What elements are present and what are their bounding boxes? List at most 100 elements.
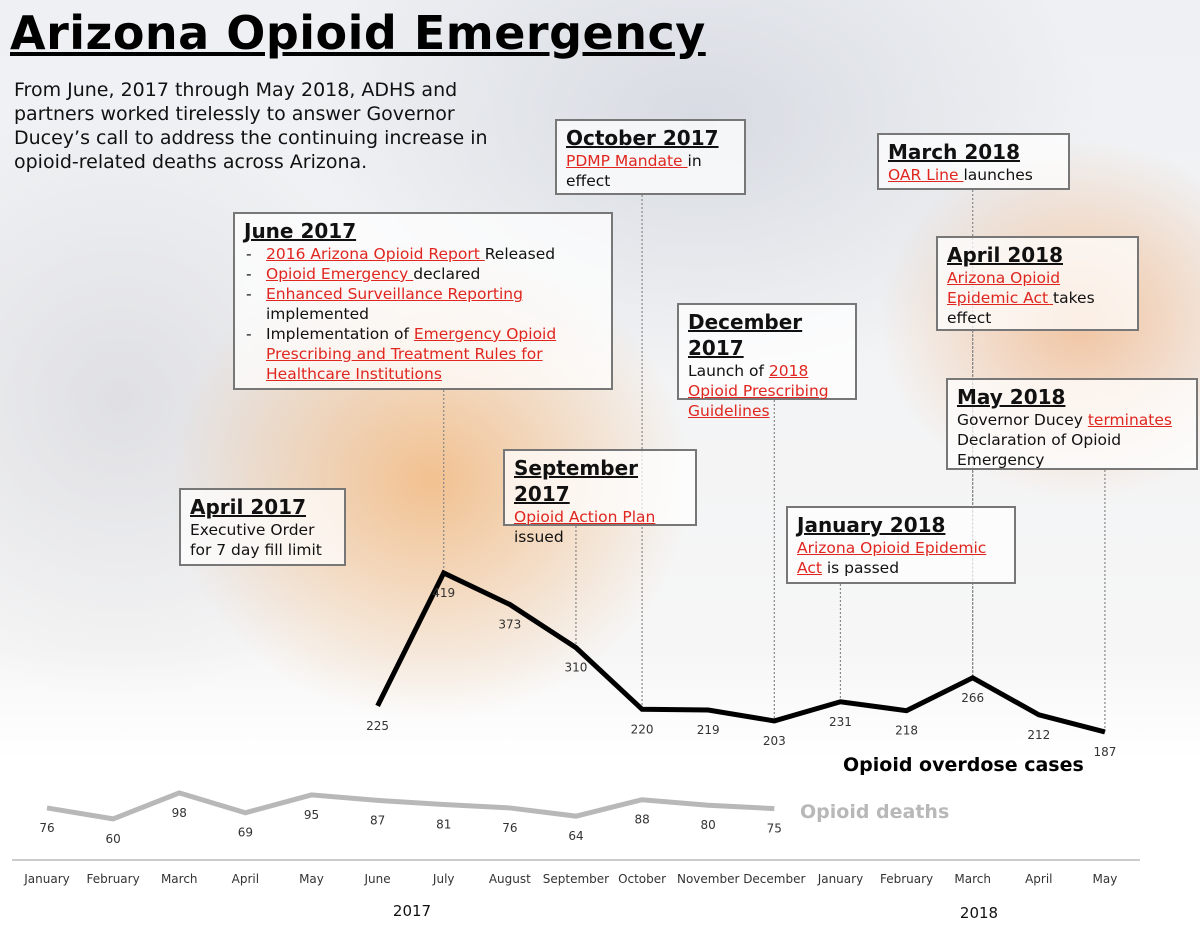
x-tick-label: September bbox=[543, 872, 609, 886]
value-label: 419 bbox=[432, 586, 455, 600]
body-text: issued bbox=[514, 528, 564, 546]
annotation-box: December 2017 Launch of 2018 Opioid Presc… bbox=[677, 303, 857, 420]
annotation-title: October 2017 bbox=[566, 126, 719, 150]
list-item: Enhanced Surveillance Reporting implemen… bbox=[244, 284, 602, 324]
annotation-box: October 2017 PDMP Mandate in effect bbox=[555, 119, 746, 195]
legend-label: Opioid overdose cases bbox=[843, 754, 1084, 776]
value-label: 69 bbox=[238, 826, 253, 840]
body-text: Implementation of bbox=[266, 325, 414, 343]
link-text[interactable]: Arizona Opioid Epidemic Act bbox=[947, 269, 1061, 307]
annotation-box: April 2018 Arizona Opioid Epidemic Act ta… bbox=[936, 236, 1139, 331]
annotation-title: March 2018 bbox=[888, 140, 1020, 164]
value-label: 76 bbox=[502, 821, 517, 835]
x-tick-label: February bbox=[87, 872, 140, 886]
x-tick-label: April bbox=[232, 872, 259, 886]
annotation-box: September 2017 Opioid Action Plan issued bbox=[503, 449, 697, 546]
value-label: 310 bbox=[565, 661, 588, 675]
link-text[interactable]: Enhanced Surveillance Reporting bbox=[266, 285, 523, 303]
x-tick-label: February bbox=[880, 872, 933, 886]
series-line bbox=[375, 569, 1106, 735]
list-item: Opioid Emergency declared bbox=[244, 264, 602, 284]
body-text: Launch of bbox=[688, 362, 769, 380]
annotation-body: Governor Ducey terminates Declaration of… bbox=[957, 410, 1187, 470]
x-tick-label: June bbox=[364, 872, 391, 886]
value-label: 81 bbox=[436, 818, 451, 832]
x-tick-label: January bbox=[23, 872, 70, 886]
value-label: 203 bbox=[763, 734, 786, 748]
annotation-box: January 2018 Arizona Opioid Epidemic Act … bbox=[786, 506, 1016, 584]
annotation-list: 2016 Arizona Opioid Report ReleasedOpioi… bbox=[244, 244, 602, 384]
x-tick-label: April bbox=[1025, 872, 1052, 886]
annotation-box: April 2017 Executive Order for 7 day fill… bbox=[179, 488, 346, 566]
value-label: 220 bbox=[631, 722, 654, 736]
link-text[interactable]: Opioid Emergency bbox=[266, 265, 414, 283]
value-label: 64 bbox=[568, 829, 583, 843]
value-label: 98 bbox=[172, 806, 187, 820]
x-tick-label: December bbox=[743, 872, 805, 886]
annotation-box: May 2018 Governor Ducey terminates Declar… bbox=[946, 378, 1198, 470]
x-tick-label: August bbox=[489, 872, 531, 886]
year-label: 2018 bbox=[960, 904, 998, 922]
body-text: implemented bbox=[266, 305, 369, 323]
link-text[interactable]: Arizona Opioid Epidemic Act bbox=[797, 539, 987, 577]
annotation-box: June 20172016 Arizona Opioid Report Rele… bbox=[233, 212, 613, 390]
value-label: 219 bbox=[697, 723, 720, 737]
title: Arizona Opioid Emergency bbox=[10, 6, 706, 60]
link-text[interactable]: terminates bbox=[1087, 411, 1172, 429]
body-text: Declaration of Opioid Emergency bbox=[957, 431, 1122, 469]
value-label: 88 bbox=[634, 813, 649, 827]
annotation-title: December 2017 bbox=[688, 310, 803, 360]
body-text: takes effect bbox=[947, 289, 1095, 327]
x-tick-label: May bbox=[1093, 872, 1118, 886]
link-text[interactable]: PDMP Mandate bbox=[566, 152, 688, 170]
annotation-title: May 2018 bbox=[957, 385, 1066, 409]
link-text[interactable]: Emergency Opioid Prescribing and Treatme… bbox=[266, 325, 557, 383]
body-text: Governor Ducey bbox=[957, 411, 1088, 429]
value-label: 75 bbox=[767, 822, 782, 836]
legend-label: Opioid deaths bbox=[800, 801, 949, 823]
x-tick-label: January bbox=[817, 872, 864, 886]
body-text: launches bbox=[963, 166, 1033, 184]
value-label: 218 bbox=[895, 724, 918, 738]
x-tick-label: November bbox=[677, 872, 739, 886]
annotation-body: PDMP Mandate in effect bbox=[566, 151, 735, 191]
value-label: 231 bbox=[829, 715, 852, 729]
x-tick-label: July bbox=[432, 872, 455, 886]
value-label: 187 bbox=[1093, 745, 1116, 759]
list-item: 2016 Arizona Opioid Report Released bbox=[244, 244, 602, 264]
body-text: Released bbox=[484, 245, 556, 263]
annotation-title: April 2018 bbox=[947, 243, 1063, 267]
value-label: 225 bbox=[366, 719, 389, 733]
value-label: 266 bbox=[961, 691, 984, 705]
annotation-box: March 2018 OAR Line launches bbox=[877, 133, 1070, 190]
body-text: declared bbox=[413, 265, 481, 283]
link-text[interactable]: OAR Line bbox=[888, 166, 964, 184]
value-label: 87 bbox=[370, 813, 385, 827]
x-tick-label: October bbox=[618, 872, 666, 886]
link-text[interactable]: 2016 Arizona Opioid Report bbox=[266, 245, 485, 263]
value-label: 76 bbox=[39, 821, 54, 835]
link-text[interactable]: Opioid Action Plan bbox=[514, 508, 656, 526]
value-label: 95 bbox=[304, 808, 319, 822]
year-label: 2017 bbox=[393, 902, 431, 920]
subtitle: From June, 2017 through May 2018, ADHS a… bbox=[14, 79, 488, 173]
annotation-body: Arizona Opioid Epidemic Act takes effect bbox=[947, 268, 1128, 328]
value-label: 80 bbox=[701, 818, 716, 832]
annotation-body: Arizona Opioid Epidemic Act is passed bbox=[797, 538, 1005, 578]
series-line bbox=[46, 790, 775, 822]
body-text: in effect bbox=[566, 152, 702, 190]
annotation-body: Opioid Action Plan issued bbox=[514, 507, 686, 547]
link-text[interactable]: 2018 Opioid Prescribing Guidelines bbox=[688, 362, 829, 420]
body-text: Executive Order for 7 day fill limit bbox=[190, 521, 322, 559]
value-label: 60 bbox=[105, 832, 120, 846]
value-label: 212 bbox=[1027, 728, 1050, 742]
x-tick-label: March bbox=[161, 872, 198, 886]
value-label: 373 bbox=[498, 617, 521, 631]
body-text: is passed bbox=[821, 559, 900, 577]
annotation-body: OAR Line launches bbox=[888, 165, 1059, 185]
annotation-title: June 2017 bbox=[244, 219, 357, 243]
x-tick-label: May bbox=[299, 872, 324, 886]
background-wash bbox=[0, 740, 1200, 927]
